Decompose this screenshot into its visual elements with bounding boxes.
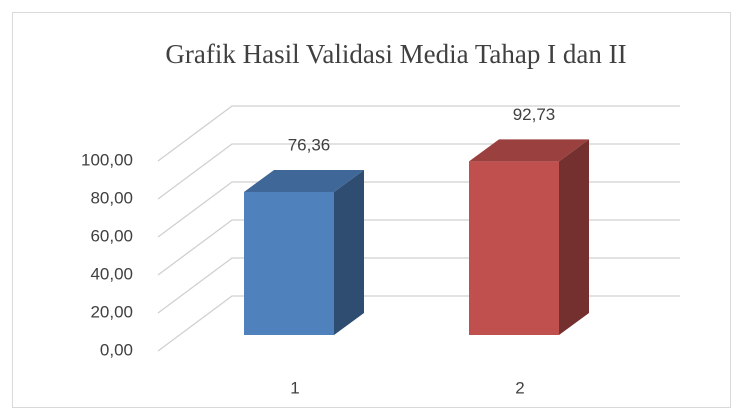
- bar-top: [469, 139, 589, 162]
- x-tick-label: 1: [290, 378, 299, 397]
- y-tick-label: 0,00: [100, 340, 133, 359]
- y-tick-label: 40,00: [90, 264, 133, 283]
- data-label: 92,73: [513, 105, 556, 124]
- bar-top: [244, 169, 364, 192]
- x-tick-label: 2: [515, 378, 524, 397]
- bar-front: [244, 191, 334, 335]
- chart-title: Grafik Hasil Validasi Media Tahap I dan …: [165, 39, 626, 69]
- chart-border: [12, 12, 731, 408]
- data-label: 76,36: [288, 135, 331, 154]
- y-tick-label: 80,00: [90, 188, 133, 207]
- y-tick-label: 20,00: [90, 302, 133, 321]
- y-tick-label: 100,00: [81, 150, 133, 169]
- bar-front: [469, 161, 559, 335]
- bar-side: [334, 169, 364, 335]
- bar-side: [559, 139, 589, 335]
- grid-line: [157, 105, 680, 162]
- y-tick-label: 60,00: [90, 226, 133, 245]
